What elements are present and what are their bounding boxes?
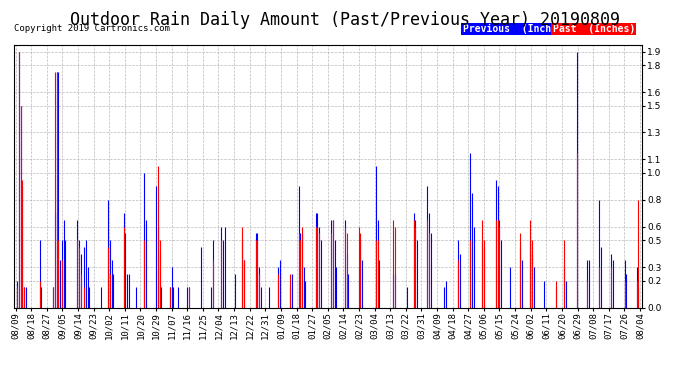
Text: Past  (Inches): Past (Inches) — [553, 24, 635, 34]
Text: Copyright 2019 Cartronics.com: Copyright 2019 Cartronics.com — [14, 24, 170, 33]
Text: Outdoor Rain Daily Amount (Past/Previous Year) 20190809: Outdoor Rain Daily Amount (Past/Previous… — [70, 11, 620, 29]
Text: Previous  (Inches): Previous (Inches) — [463, 24, 569, 34]
